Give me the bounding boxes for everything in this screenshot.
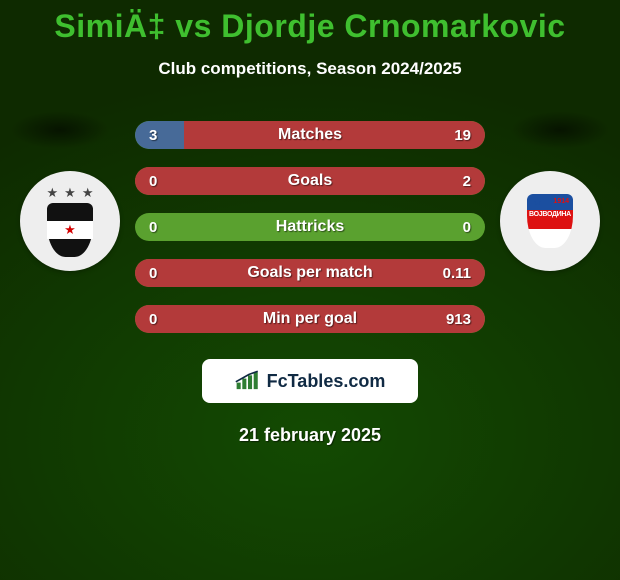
stat-value-right: 0.11 xyxy=(443,265,471,282)
stat-value-right: 2 xyxy=(463,173,471,190)
stat-value-right: 913 xyxy=(446,311,471,328)
stat-value-right: 0 xyxy=(463,219,471,236)
shield-icon: ★ xyxy=(47,203,93,257)
stat-row: 0 Hattricks 0 xyxy=(135,213,485,241)
stat-label: Matches xyxy=(278,126,342,144)
stat-value-left: 0 xyxy=(149,265,157,282)
stat-label: Min per goal xyxy=(263,310,357,328)
team-crest-left: ★★★ ★ xyxy=(20,171,120,271)
spotlight-right xyxy=(510,111,610,149)
stat-row: 0 Goals per match 0.11 xyxy=(135,259,485,287)
chart-icon xyxy=(235,370,261,392)
stat-value-left: 0 xyxy=(149,219,157,236)
stats-arena: ★★★ ★ ★ 1914 ВОЈВОДИНА 3 Matches 19 0 Goals 2… xyxy=(0,121,620,333)
brand-text: FcTables.com xyxy=(267,371,386,392)
spotlight-left xyxy=(10,111,110,149)
stat-value-left: 0 xyxy=(149,173,157,190)
stat-value-left: 3 xyxy=(149,127,157,144)
stat-row: 0 Min per goal 913 xyxy=(135,305,485,333)
stat-label: Goals xyxy=(288,172,332,190)
page-title: SimiÄ‡ vs Djordje Crnomarkovic xyxy=(0,0,620,45)
comparison-card: SimiÄ‡ vs Djordje Crnomarkovic Club comp… xyxy=(0,0,620,580)
subtitle: Club competitions, Season 2024/2025 xyxy=(0,59,620,79)
stat-label: Hattricks xyxy=(276,218,344,236)
stat-row: 0 Goals 2 xyxy=(135,167,485,195)
stat-fill-left xyxy=(135,121,184,149)
stats-list: 3 Matches 19 0 Goals 2 0 Hattricks 0 0 Goals per m… xyxy=(135,121,485,333)
team-crest-right: ★ 1914 ВОЈВОДИНА xyxy=(500,171,600,271)
stat-value-right: 19 xyxy=(454,127,471,144)
brand-badge: FcTables.com xyxy=(202,359,418,403)
stat-value-left: 0 xyxy=(149,311,157,328)
stat-row: 3 Matches 19 xyxy=(135,121,485,149)
date-text: 21 february 2025 xyxy=(0,425,620,446)
shield-icon: ★ 1914 ВОЈВОДИНА xyxy=(527,194,573,248)
stat-label: Goals per match xyxy=(247,264,372,282)
crest-partizan: ★★★ ★ xyxy=(47,185,94,257)
crest-vojvodina: ★ 1914 ВОЈВОДИНА xyxy=(527,194,573,248)
stars-icon: ★★★ xyxy=(47,185,94,201)
